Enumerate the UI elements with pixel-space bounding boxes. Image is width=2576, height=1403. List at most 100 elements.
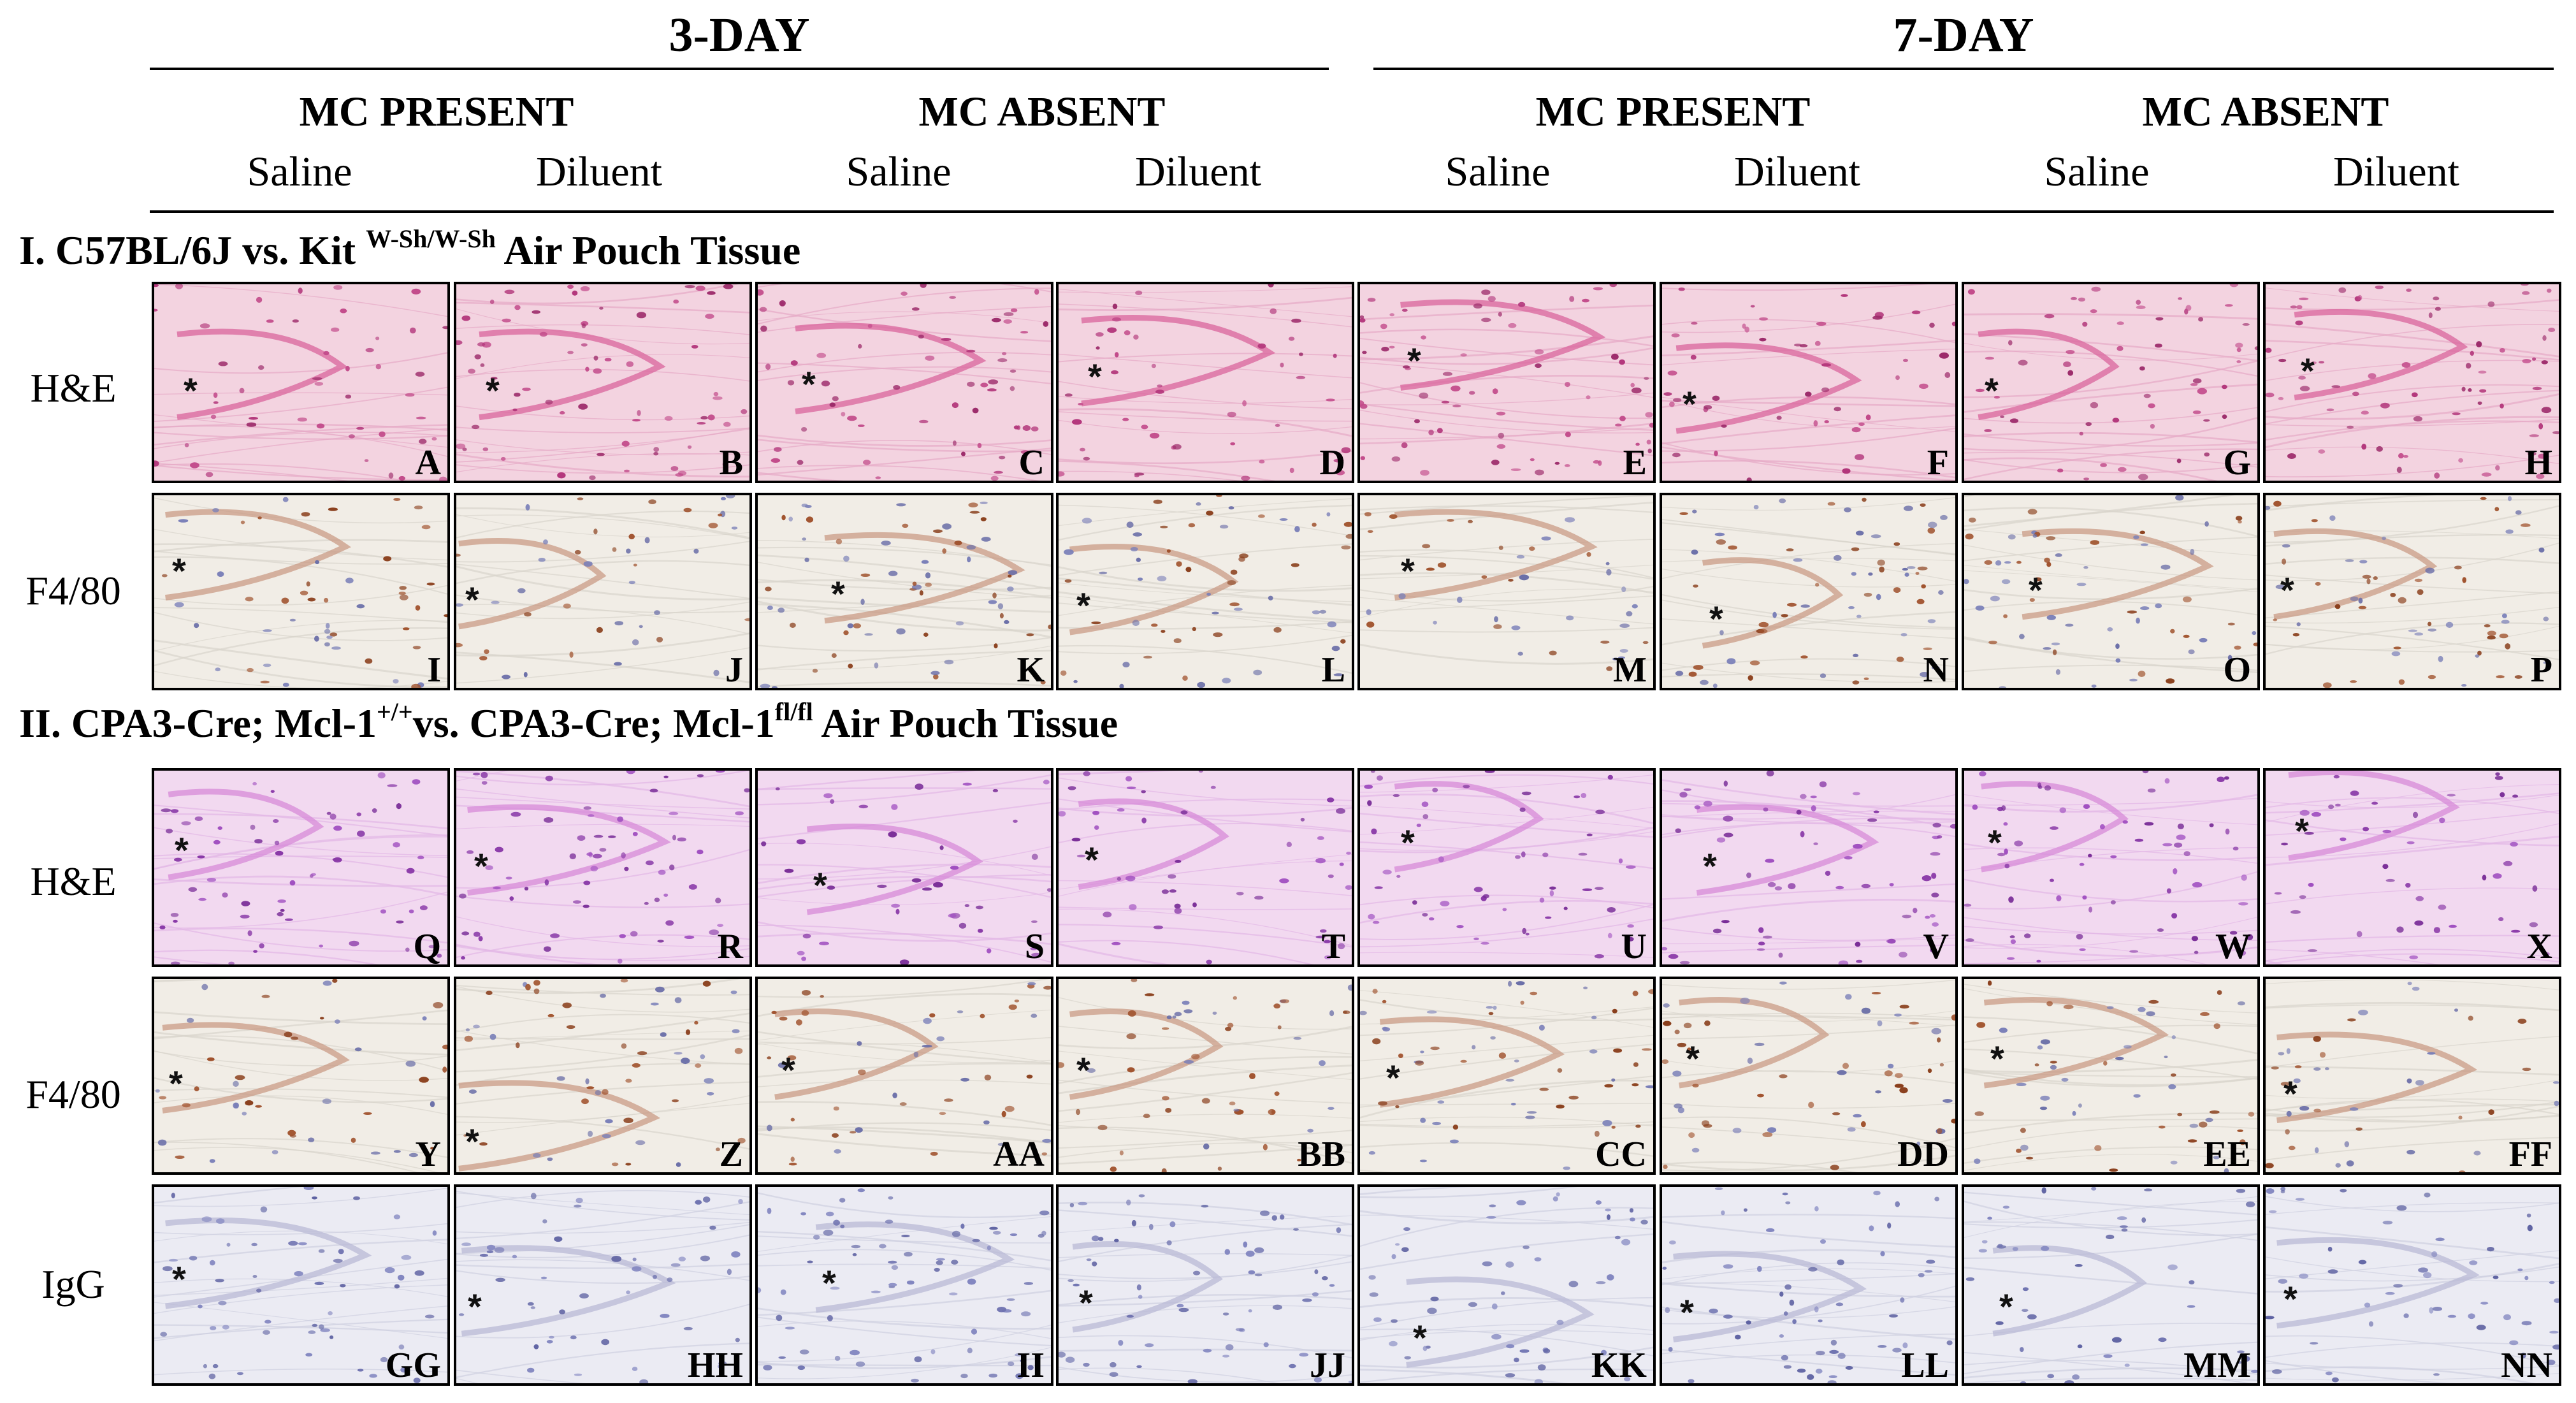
cell-nucleus <box>790 1117 795 1122</box>
cell-nucleus <box>1366 622 1375 628</box>
header-rule-7-day <box>1373 68 2554 70</box>
cell-nucleus <box>247 667 254 672</box>
cell-nucleus <box>1166 549 1171 553</box>
cell-nucleus <box>2083 804 2090 809</box>
cell-nucleus <box>1213 632 1223 637</box>
cell-nucleus <box>781 514 786 521</box>
vessel-wall <box>2276 1031 2478 1123</box>
cell-nucleus <box>2040 1095 2050 1101</box>
cell-nucleus <box>1329 1010 1335 1017</box>
cell-nucleus <box>2197 388 2207 395</box>
cell-nucleus <box>260 680 270 684</box>
cell-nucleus <box>1122 662 1130 667</box>
cell-nucleus <box>324 629 331 634</box>
cell-nucleus <box>1870 534 1881 539</box>
cell-nucleus <box>1473 937 1479 940</box>
cell-nucleus <box>1542 852 1549 857</box>
lumen-asterisk: * <box>1386 1058 1400 1098</box>
cell-nucleus <box>542 1219 547 1224</box>
tissue-fiber <box>1059 1253 1352 1258</box>
cell-nucleus <box>784 868 794 873</box>
cell-nucleus <box>1042 1138 1051 1143</box>
cell-nucleus <box>1516 1200 1526 1205</box>
cell-nucleus <box>2552 1344 2559 1350</box>
cell-nucleus <box>1595 810 1605 815</box>
cell-nucleus <box>1345 534 1352 539</box>
cell-nucleus <box>1783 1365 1792 1369</box>
tissue-micrograph <box>2266 979 2559 1172</box>
tissue-fiber <box>456 1034 749 1073</box>
cell-nucleus <box>1534 349 1544 355</box>
cell-nucleus <box>2106 1234 2115 1240</box>
cell-nucleus <box>1662 1267 1667 1270</box>
cell-nucleus <box>1805 391 1812 397</box>
cell-nucleus <box>1787 602 1797 607</box>
cell-nucleus <box>1336 808 1345 814</box>
cell-nucleus <box>1096 346 1100 350</box>
cell-nucleus <box>2391 651 2401 657</box>
cell-nucleus <box>1518 302 1526 307</box>
cell-nucleus <box>2350 790 2359 796</box>
cell-nucleus <box>1519 1349 1530 1353</box>
cell-nucleus <box>2459 1170 2466 1172</box>
cell-nucleus <box>628 581 635 585</box>
tissue-fiber <box>758 1079 1051 1087</box>
cell-nucleus <box>1472 1045 1476 1050</box>
cell-nucleus <box>2155 317 2164 321</box>
cell-nucleus <box>657 940 664 943</box>
cell-nucleus <box>2155 603 2162 609</box>
cell-nucleus <box>2375 286 2384 289</box>
cell-nucleus <box>625 1163 632 1166</box>
cell-nucleus <box>161 808 171 813</box>
cell-nucleus <box>1319 609 1327 614</box>
cell-nucleus <box>2319 1052 2326 1058</box>
cell-nucleus <box>1704 405 1712 410</box>
tissue-fiber <box>1662 593 1955 629</box>
cell-nucleus <box>479 1142 488 1146</box>
tissue-fiber <box>1964 984 2257 1014</box>
cell-nucleus <box>335 1019 340 1024</box>
cell-nucleus <box>175 1155 185 1159</box>
tissue-fiber <box>1964 1118 2257 1121</box>
cell-nucleus <box>989 1226 998 1230</box>
cell-nucleus <box>174 602 184 607</box>
cell-nucleus <box>2236 360 2241 363</box>
tissue-fiber <box>154 1188 447 1207</box>
cell-nucleus <box>401 1254 412 1260</box>
cell-nucleus <box>922 1045 932 1048</box>
cell-nucleus <box>2415 1080 2424 1086</box>
tissue-fiber <box>1964 797 2257 806</box>
histology-panel-ll: * LL <box>1660 1184 1958 1386</box>
tissue-micrograph <box>1059 1187 1352 1383</box>
cell-nucleus <box>2476 341 2482 347</box>
cell-nucleus <box>1820 673 1827 678</box>
cell-nucleus <box>2552 1081 2559 1084</box>
cell-nucleus <box>1714 1187 1723 1190</box>
cell-nucleus <box>287 1130 296 1137</box>
header-mc-present-3day: MC PRESENT <box>299 89 574 135</box>
cell-nucleus <box>604 358 612 361</box>
cell-nucleus <box>975 905 983 910</box>
cell-nucleus <box>399 594 409 600</box>
cell-nucleus <box>1312 1292 1319 1297</box>
cell-nucleus <box>1994 396 2000 399</box>
tissue-micrograph <box>456 771 749 964</box>
tissue-fiber <box>758 874 1051 898</box>
cell-nucleus <box>284 1031 293 1038</box>
cell-nucleus <box>628 534 635 540</box>
histology-panel-aa: * AA <box>755 977 1053 1175</box>
tissue-fiber <box>1662 414 1955 445</box>
panel-letter: Z <box>719 1135 743 1174</box>
row-label-he: H&E <box>30 859 117 904</box>
cell-nucleus <box>1064 393 1073 397</box>
cell-nucleus <box>1372 1038 1381 1045</box>
cell-nucleus <box>482 447 489 451</box>
cell-nucleus <box>246 422 257 427</box>
cell-nucleus <box>738 1199 743 1204</box>
cell-nucleus <box>1460 353 1467 357</box>
cell-nucleus <box>277 899 286 903</box>
cell-nucleus <box>1119 683 1124 688</box>
cell-nucleus <box>1493 624 1502 629</box>
cell-nucleus <box>222 892 228 898</box>
cell-nucleus <box>1272 1304 1282 1310</box>
